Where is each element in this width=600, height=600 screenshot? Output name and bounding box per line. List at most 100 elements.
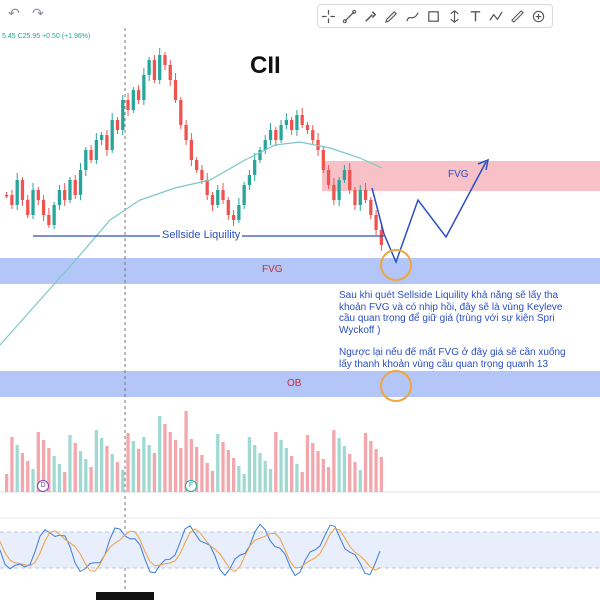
volume-bar xyxy=(84,459,88,492)
candle-body xyxy=(231,215,236,220)
volume-marker[interactable]: D xyxy=(37,480,49,492)
volume-bar xyxy=(258,453,262,492)
candle-body xyxy=(47,215,51,225)
top-toolbar: ↶ ↷ xyxy=(0,0,600,29)
bottom-scrollbar[interactable] xyxy=(96,592,154,600)
more-icon[interactable] xyxy=(528,6,549,26)
candle-body xyxy=(73,180,77,195)
volume-bar xyxy=(379,457,383,492)
text-icon[interactable] xyxy=(465,6,486,26)
candle-body xyxy=(253,160,257,175)
candle-body xyxy=(84,150,88,170)
candle-body xyxy=(136,90,141,100)
candle-body xyxy=(247,175,252,185)
volume-bar xyxy=(142,437,146,492)
candle-body xyxy=(216,190,220,205)
volume-bar xyxy=(94,430,98,492)
volume-bar xyxy=(284,448,288,492)
volume-bar xyxy=(263,461,267,492)
curve-icon[interactable] xyxy=(402,6,423,26)
volume-bar xyxy=(110,454,114,492)
path-icon[interactable] xyxy=(486,6,507,26)
volume-bar xyxy=(200,455,204,492)
volume-bar xyxy=(242,474,246,492)
ob-label: OB xyxy=(287,378,302,389)
trend-line-icon[interactable] xyxy=(339,6,360,26)
volume-bar xyxy=(121,470,125,492)
volume-bar xyxy=(184,411,188,492)
candle-body xyxy=(105,135,109,150)
volume-bar xyxy=(15,445,19,492)
candle-body xyxy=(20,180,25,200)
candle-body xyxy=(300,115,304,125)
volume-bar xyxy=(300,472,304,492)
redo-icon[interactable]: ↷ xyxy=(32,5,44,21)
candle-body xyxy=(326,170,331,185)
price-chart[interactable] xyxy=(0,28,600,600)
candle-body xyxy=(142,75,146,100)
candle-body xyxy=(268,130,273,140)
candle-body xyxy=(52,205,56,225)
candle-body xyxy=(284,120,288,125)
candle-body xyxy=(100,135,104,140)
ruler-icon[interactable] xyxy=(507,6,528,26)
analysis-note-1: Sau khi quét Sellside Liquility khả năng… xyxy=(339,290,563,336)
volume-bar xyxy=(73,443,77,492)
crosshair-icon[interactable] xyxy=(318,6,339,26)
candle-body xyxy=(210,195,215,205)
volume-marker[interactable]: F xyxy=(185,480,197,492)
candle-body xyxy=(332,185,336,200)
candle-body xyxy=(374,215,378,230)
candle-body xyxy=(57,190,62,205)
volume-bar xyxy=(305,435,310,492)
candle-body xyxy=(184,125,188,140)
volume-bar xyxy=(358,470,362,492)
target-circle xyxy=(380,249,412,281)
pen-icon[interactable] xyxy=(381,6,402,26)
candle-body xyxy=(26,200,30,215)
volume-bar xyxy=(216,434,220,492)
volume-bar xyxy=(363,433,368,492)
fvg-upper-label: FVG xyxy=(448,169,469,180)
volume-bar xyxy=(20,453,25,492)
candle-body xyxy=(242,185,246,205)
volume-bar xyxy=(231,458,236,492)
volume-bar xyxy=(253,445,257,492)
candle-body xyxy=(348,170,352,190)
sellside-liquidity-label: Sellside Liquility xyxy=(160,229,243,241)
candle-body xyxy=(126,100,130,110)
volume-bar xyxy=(279,440,283,492)
rectangle-icon[interactable] xyxy=(423,6,444,26)
volume-bar xyxy=(136,449,141,492)
measure-icon[interactable] xyxy=(444,6,465,26)
candle-body xyxy=(337,180,341,200)
volume-bar xyxy=(57,464,62,492)
volume-bar xyxy=(247,437,252,492)
candle-body xyxy=(195,160,199,170)
candle-body xyxy=(78,170,83,195)
candle-body xyxy=(290,120,294,130)
analysis-note-2: Ngược lại nếu để mất FVG ở đây giá sẽ cầ… xyxy=(339,347,566,370)
chart-title: CII xyxy=(250,52,281,79)
undo-icon[interactable]: ↶ xyxy=(8,5,20,21)
ticker-info: 5.45 C25.95 +0.50 (+1.96%) xyxy=(2,33,91,40)
moving-average-line xyxy=(0,141,383,346)
projected-path-line xyxy=(371,161,487,265)
volume-bar xyxy=(36,432,40,492)
volume-bar xyxy=(173,440,178,492)
candle-body xyxy=(221,190,225,200)
oscillator-d-line xyxy=(0,527,381,573)
volume-bar xyxy=(332,430,336,492)
volume-bar xyxy=(195,447,199,492)
volume-bar xyxy=(316,451,320,492)
brush-icon[interactable] xyxy=(360,6,381,26)
candle-body xyxy=(279,125,283,140)
candle-body xyxy=(168,65,172,80)
candle-body xyxy=(358,190,362,205)
candle-body xyxy=(342,170,347,180)
candle-body xyxy=(68,180,72,200)
volume-bar xyxy=(179,448,183,492)
volume-bar xyxy=(168,432,172,492)
volume-bar xyxy=(311,443,315,492)
volume-bar xyxy=(100,438,104,492)
